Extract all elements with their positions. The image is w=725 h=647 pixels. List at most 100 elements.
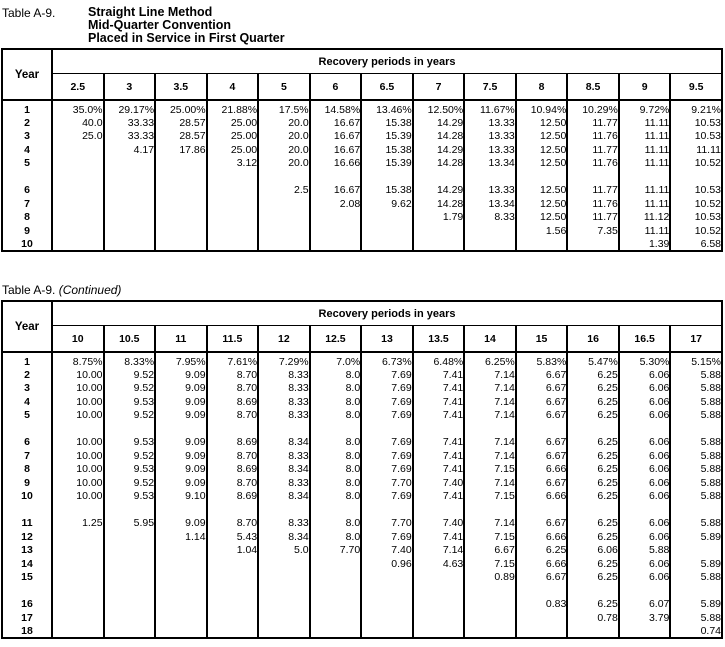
rate-cell: 11.77 — [566, 143, 619, 157]
rate-cell: 9.62 — [360, 197, 413, 211]
rate-cell: 12.50 — [514, 197, 568, 211]
rate-cell: 11.11 — [617, 143, 671, 157]
rate-cell: 7.69 — [360, 381, 413, 395]
rate-cell — [154, 197, 207, 211]
rate-cell: 13.33 — [463, 143, 516, 157]
table-row-year-15: 15 0.89 6.67 6.25 6.06 5.88 — [1, 570, 722, 584]
rate-cell: 8.0 — [308, 489, 362, 503]
year-value: 2 — [1, 368, 52, 382]
spacer-row — [1, 503, 722, 517]
rate-cell: 6.06 — [617, 476, 671, 490]
rate-cell: 9.09 — [154, 408, 207, 422]
rate-cell: 25.0 — [51, 129, 104, 143]
rate-cell: 10.00 — [51, 435, 104, 449]
rate-cell: 6.67 — [514, 368, 568, 382]
year-value: 6 — [1, 435, 52, 449]
rate-cell: 2.08 — [308, 197, 362, 211]
rate-cell: 7.69 — [360, 489, 413, 503]
rate-cell — [51, 237, 104, 251]
rate-cell: 10.00 — [51, 368, 104, 382]
rate-cell: 5.88 — [669, 408, 722, 422]
rate-cell: 6.25 — [566, 516, 619, 530]
rate-cell: 8.0 — [308, 476, 362, 490]
recovery-period-column-11: 11 — [154, 325, 207, 352]
rate-cell: 8.0 — [308, 381, 362, 395]
rate-cell — [411, 237, 465, 251]
rate-cell: 6.06 — [617, 530, 671, 544]
rate-cell: 8.34 — [257, 530, 310, 544]
rate-cell: 7.15 — [463, 489, 516, 503]
rate-cell: 1.04 — [205, 543, 259, 557]
rate-cell: 10.52 — [669, 197, 722, 211]
rate-cell: 25.00 — [205, 116, 259, 130]
rate-cell — [411, 597, 465, 611]
rate-cell: 11.11 — [617, 156, 671, 170]
rate-cell: 5.83% — [514, 352, 568, 368]
rate-cell: 8.33 — [463, 210, 516, 224]
rate-cell: 14.58% — [308, 100, 362, 116]
year-value: 9 — [1, 224, 52, 238]
rate-cell: 1.25 — [51, 516, 104, 530]
rate-cell: 15.39 — [360, 129, 413, 143]
table-row-year-3: 3 10.00 9.52 9.09 8.70 8.33 8.0 7.69 7.41 7.14 6.6… — [1, 381, 722, 395]
table-row-year-1: 1 8.75% 8.33% 7.95% 7.61% 7.29% 7.0% 6.73% 6.48%… — [1, 352, 722, 368]
table-row-year-16: 16 0.83 6.25 6.07 5.89 — [1, 597, 722, 611]
rate-cell: 8.0 — [308, 449, 362, 463]
rate-cell — [257, 624, 310, 638]
rate-cell: 7.40 — [411, 516, 465, 530]
rate-cell: 5.0 — [257, 543, 310, 557]
rate-cell: 6.67 — [514, 435, 568, 449]
rate-cell: 9.53 — [102, 489, 156, 503]
rate-cell — [257, 597, 310, 611]
rate-cell: 6.06 — [617, 368, 671, 382]
rate-cell: 5.88 — [669, 476, 722, 490]
rate-cell: 25.00 — [205, 129, 259, 143]
year-value: 12 — [1, 530, 52, 544]
depreciation-table-1: Year Recovery periods in years 2.5 3 3.5 4 5 6 6… — [1, 48, 723, 252]
rate-cell: 20.0 — [257, 156, 310, 170]
rate-cell — [102, 210, 156, 224]
rate-cell: 8.70 — [205, 368, 259, 382]
rate-cell: 6.67 — [514, 570, 568, 584]
rate-cell: 11.67% — [463, 100, 516, 116]
recovery-period-column-9: 9 — [617, 73, 671, 100]
rate-cell: 9.09 — [154, 449, 207, 463]
rate-cell: 7.15 — [463, 530, 516, 544]
table2-label: Table A-9. — [2, 283, 56, 297]
recovery-period-column-8.5: 8.5 — [566, 73, 619, 100]
rate-cell — [669, 543, 722, 557]
rate-cell: 7.14 — [411, 543, 465, 557]
rate-cell: 9.09 — [154, 476, 207, 490]
rate-cell: 6.06 — [617, 435, 671, 449]
rate-cell: 11.77 — [566, 116, 619, 130]
rate-cell — [360, 210, 413, 224]
rate-cell: 6.25 — [566, 435, 619, 449]
year-value: 8 — [1, 462, 52, 476]
rate-cell — [51, 143, 104, 157]
rate-cell: 20.0 — [257, 116, 310, 130]
rate-cell: 11.11 — [617, 116, 671, 130]
rate-cell: 11.11 — [617, 183, 671, 197]
rate-cell: 10.29% — [566, 100, 619, 116]
rate-cell — [102, 156, 156, 170]
rate-cell: 8.33 — [257, 368, 310, 382]
rate-cell: 5.47% — [566, 352, 619, 368]
table-row-year-2: 2 10.00 9.52 9.09 8.70 8.33 8.0 7.69 7.41 7.14 6.6… — [1, 368, 722, 382]
rate-cell — [360, 224, 413, 238]
rate-cell: 40.0 — [51, 116, 104, 130]
rate-cell: 7.69 — [360, 368, 413, 382]
table-row-year-11: 11 1.25 5.95 9.09 8.70 8.33 8.0 7.70 7.40 7.14 6.6… — [1, 516, 722, 530]
rate-cell — [102, 197, 156, 211]
rate-cell — [463, 224, 516, 238]
rate-cell — [308, 611, 362, 625]
recovery-period-column-3: 3 — [102, 73, 156, 100]
rate-cell: 10.52 — [669, 156, 722, 170]
rate-cell: 9.09 — [154, 462, 207, 476]
rate-cell — [51, 624, 104, 638]
rate-cell: 6.73% — [360, 352, 413, 368]
rate-cell: 10.53 — [669, 210, 722, 224]
rate-cell: 6.06 — [566, 543, 619, 557]
rate-cell: 8.69 — [205, 462, 259, 476]
rate-cell: 6.67 — [463, 543, 516, 557]
